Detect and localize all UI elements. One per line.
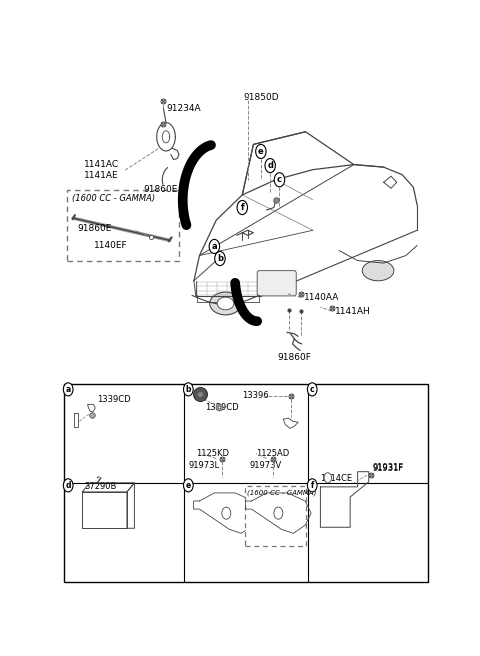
Text: 1140EF: 1140EF <box>94 241 127 251</box>
Text: 1125KD: 1125KD <box>196 449 229 458</box>
FancyBboxPatch shape <box>257 271 296 296</box>
Text: a: a <box>66 385 71 394</box>
Circle shape <box>274 507 283 519</box>
Text: 1339CD: 1339CD <box>205 403 239 411</box>
Text: 1140AA: 1140AA <box>304 293 339 302</box>
Text: 1125AD: 1125AD <box>256 449 289 458</box>
Circle shape <box>63 479 73 492</box>
Bar <box>64 384 428 583</box>
Text: c: c <box>310 385 314 394</box>
Text: 1014CE: 1014CE <box>321 474 352 483</box>
Circle shape <box>256 144 266 159</box>
Polygon shape <box>283 418 298 428</box>
Circle shape <box>274 173 285 187</box>
Ellipse shape <box>210 292 241 315</box>
Text: 1141AH: 1141AH <box>335 306 370 316</box>
Polygon shape <box>321 472 369 527</box>
Text: d: d <box>65 481 71 490</box>
Text: f: f <box>240 203 244 212</box>
Circle shape <box>63 383 73 396</box>
Polygon shape <box>193 493 259 533</box>
Circle shape <box>307 479 317 492</box>
Text: 91860E: 91860E <box>144 186 178 194</box>
Ellipse shape <box>362 260 394 281</box>
Text: 37290B: 37290B <box>84 482 117 491</box>
Text: 91931F: 91931F <box>372 463 404 472</box>
Text: 91234A: 91234A <box>166 104 201 113</box>
Circle shape <box>237 201 248 215</box>
Polygon shape <box>74 413 78 427</box>
Ellipse shape <box>217 297 234 310</box>
Polygon shape <box>75 427 77 429</box>
Circle shape <box>324 473 332 483</box>
Text: 91860F: 91860F <box>277 353 312 362</box>
Polygon shape <box>228 403 233 409</box>
Circle shape <box>215 251 225 266</box>
Text: f: f <box>311 481 314 490</box>
Text: b: b <box>217 254 223 263</box>
Polygon shape <box>83 483 134 492</box>
Polygon shape <box>246 493 311 533</box>
Circle shape <box>222 507 231 519</box>
FancyBboxPatch shape <box>245 486 305 546</box>
Text: c: c <box>277 175 282 184</box>
Text: 91973L: 91973L <box>188 461 219 470</box>
Text: 91931F: 91931F <box>372 464 404 473</box>
Circle shape <box>307 383 317 396</box>
Text: 91850D: 91850D <box>243 93 279 102</box>
Text: (1600 CC - GAMMA): (1600 CC - GAMMA) <box>72 194 155 203</box>
Text: b: b <box>186 385 191 394</box>
Text: 13396: 13396 <box>242 391 269 400</box>
Polygon shape <box>127 483 134 528</box>
Text: (1600 CC - GAMMA): (1600 CC - GAMMA) <box>247 489 316 496</box>
Text: 91860E: 91860E <box>78 224 112 233</box>
Polygon shape <box>72 412 80 414</box>
Circle shape <box>265 159 276 173</box>
Text: d: d <box>267 161 273 170</box>
Circle shape <box>183 479 193 492</box>
Text: 91973V: 91973V <box>250 461 282 470</box>
Text: 1141AC: 1141AC <box>84 160 120 169</box>
Circle shape <box>183 383 193 396</box>
Text: e: e <box>186 481 191 490</box>
Text: e: e <box>258 147 264 156</box>
Polygon shape <box>83 492 127 528</box>
Polygon shape <box>88 405 96 412</box>
Circle shape <box>209 239 219 253</box>
Text: a: a <box>212 242 217 251</box>
FancyBboxPatch shape <box>67 190 179 260</box>
Text: 1141AE: 1141AE <box>84 171 119 180</box>
Text: 1339CD: 1339CD <box>97 395 131 404</box>
